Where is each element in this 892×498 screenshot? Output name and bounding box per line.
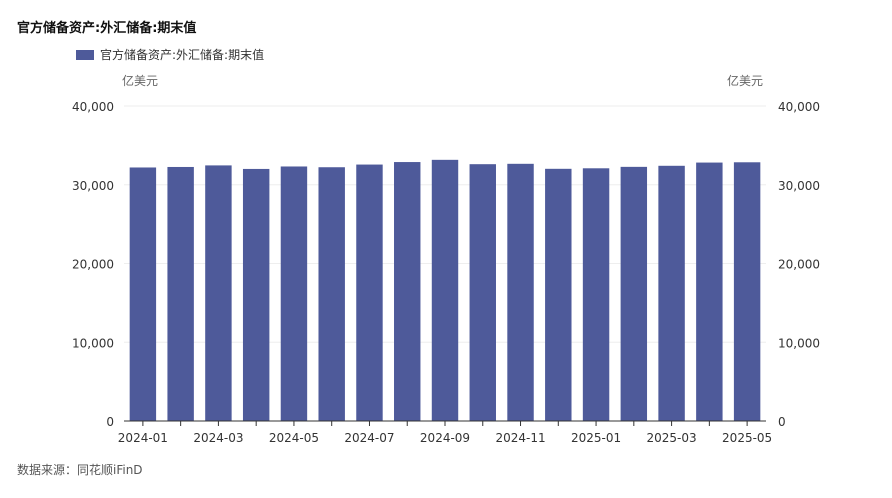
bar-2024-08[interactable] [394, 162, 421, 421]
bar-2024-12[interactable] [545, 168, 572, 421]
x-tick-label: 2025-05 [722, 431, 772, 445]
y-tick-label-left: 0 [106, 415, 114, 429]
data-source: 数据来源：同花顺iFinD [17, 463, 143, 477]
x-axis: 2024-01 2024-03 2024-05 2024-07 2024-09 2024-… [118, 420, 772, 445]
y-axis-left: 0 10,000 20,000 30,000 40,000 [72, 100, 114, 429]
legend-label: 官方储备资产:外汇储备:期末值 [100, 48, 265, 62]
y-tick-label-right: 20,000 [778, 258, 820, 272]
y-tick-label-left: 10,000 [72, 336, 114, 350]
bar-2024-09[interactable] [431, 159, 459, 421]
bar-2025-01[interactable] [582, 168, 610, 421]
bar-2025-05[interactable] [733, 162, 761, 421]
bar-2024-06[interactable] [318, 167, 345, 421]
bar-2025-03[interactable] [658, 165, 685, 421]
y-axis-unit-left: 亿美元 [122, 74, 159, 88]
y-tick-label-right: 10,000 [778, 336, 820, 350]
bar-2024-04[interactable] [242, 168, 270, 421]
x-tick-label: 2024-11 [495, 431, 545, 445]
x-tick-label: 2025-01 [571, 431, 621, 445]
bar-2024-03[interactable] [205, 165, 232, 421]
y-tick-label-right: 30,000 [778, 179, 820, 193]
legend-swatch [76, 49, 94, 60]
y-tick-label-left: 30,000 [72, 179, 114, 193]
bar-2025-02[interactable] [620, 166, 648, 421]
y-tick-label-left: 40,000 [72, 100, 114, 114]
x-tick-label: 2024-09 [420, 431, 470, 445]
bar-2024-10[interactable] [469, 164, 496, 422]
y-tick-label-left: 20,000 [72, 258, 114, 272]
y-axis-right: 0 10,000 20,000 30,000 40,000 [778, 100, 820, 429]
bar-2024-02[interactable] [167, 166, 194, 421]
x-tick-label: 2024-01 [118, 431, 168, 445]
legend[interactable]: 官方储备资产:外汇储备:期末值 [76, 46, 264, 63]
x-tick-label: 2025-03 [647, 431, 697, 445]
bar-2024-07[interactable] [356, 164, 383, 421]
bars [129, 159, 761, 422]
bar-2024-01[interactable] [129, 167, 157, 421]
x-tick-label: 2024-05 [269, 431, 319, 445]
bar-2024-05[interactable] [280, 166, 308, 421]
x-tick-label: 2024-03 [193, 431, 243, 445]
chart-title: 官方储备资产:外汇储备:期末值 [17, 21, 197, 36]
bar-2025-04[interactable] [696, 162, 723, 421]
x-tick-label: 2024-07 [344, 431, 394, 445]
y-axis-unit-right: 亿美元 [727, 74, 764, 88]
bar-2024-11[interactable] [507, 163, 534, 422]
y-tick-label-right: 0 [778, 415, 786, 429]
y-tick-label-right: 40,000 [778, 100, 820, 114]
